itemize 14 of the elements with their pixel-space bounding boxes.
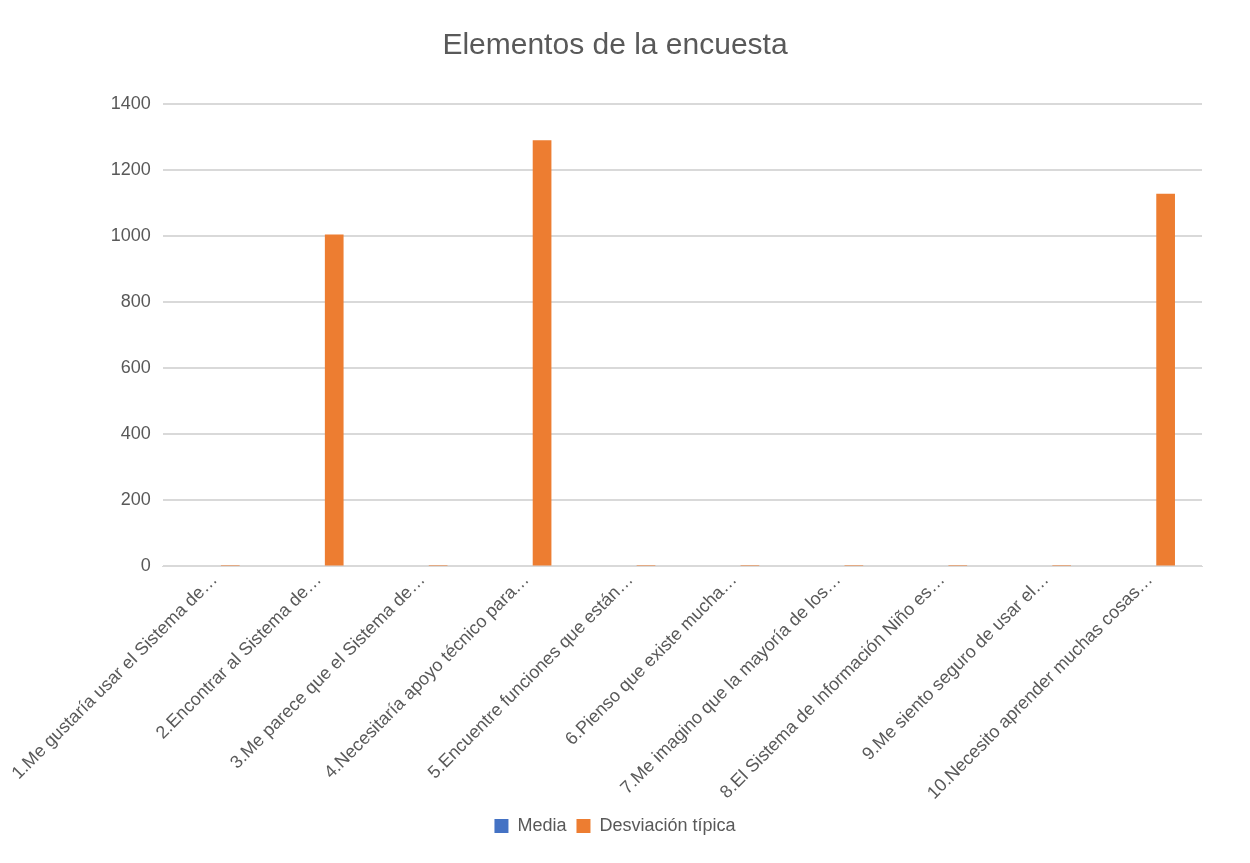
- y-tick-label: 200: [120, 489, 151, 510]
- y-tick-label: 1200: [110, 159, 151, 180]
- bar: [532, 140, 552, 566]
- y-tick-label: 1000: [110, 225, 151, 246]
- bar: [324, 234, 344, 566]
- y-tick-label: 800: [120, 291, 151, 312]
- y-tick-label: 1400: [110, 92, 151, 113]
- legend-label: Desviación típica: [599, 814, 737, 835]
- legend-label: Media: [517, 814, 568, 835]
- chart-title: Elementos de la encuesta: [442, 27, 788, 61]
- y-tick-label: 0: [140, 555, 151, 576]
- y-tick-label: 400: [120, 423, 151, 444]
- bar: [1156, 193, 1175, 566]
- y-tick-label: 600: [120, 357, 151, 378]
